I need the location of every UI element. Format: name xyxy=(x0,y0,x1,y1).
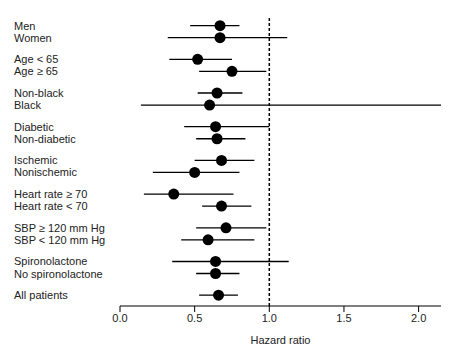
svg-text:No spironolactone: No spironolactone xyxy=(14,268,103,280)
svg-text:Men: Men xyxy=(14,20,35,32)
svg-text:0.0: 0.0 xyxy=(112,312,127,324)
svg-text:1.0: 1.0 xyxy=(262,312,277,324)
svg-text:Non-black: Non-black xyxy=(14,87,64,99)
svg-text:Heart rate ≥ 70: Heart rate ≥ 70 xyxy=(14,188,87,200)
svg-text:Ischemic: Ischemic xyxy=(14,154,58,166)
svg-text:Black: Black xyxy=(14,99,41,111)
svg-text:Nonischemic: Nonischemic xyxy=(14,166,77,178)
svg-text:Spironolactone: Spironolactone xyxy=(14,255,87,267)
svg-text:1.5: 1.5 xyxy=(336,312,351,324)
svg-text:Heart rate < 70: Heart rate < 70 xyxy=(14,200,88,212)
svg-text:2.0: 2.0 xyxy=(411,312,426,324)
svg-text:Non-diabetic: Non-diabetic xyxy=(14,133,76,145)
svg-text:Women: Women xyxy=(14,32,52,44)
svg-text:0.5: 0.5 xyxy=(187,312,202,324)
svg-text:Diabetic: Diabetic xyxy=(14,121,54,133)
svg-text:Age < 65: Age < 65 xyxy=(14,53,58,65)
svg-text:Hazard ratio: Hazard ratio xyxy=(251,334,311,346)
svg-text:Age ≥ 65: Age ≥ 65 xyxy=(14,65,58,77)
svg-text:All patients: All patients xyxy=(14,289,68,301)
svg-text:SBP < 120 mm Hg: SBP < 120 mm Hg xyxy=(14,234,105,246)
svg-text:SBP ≥ 120 mm Hg: SBP ≥ 120 mm Hg xyxy=(14,222,105,234)
